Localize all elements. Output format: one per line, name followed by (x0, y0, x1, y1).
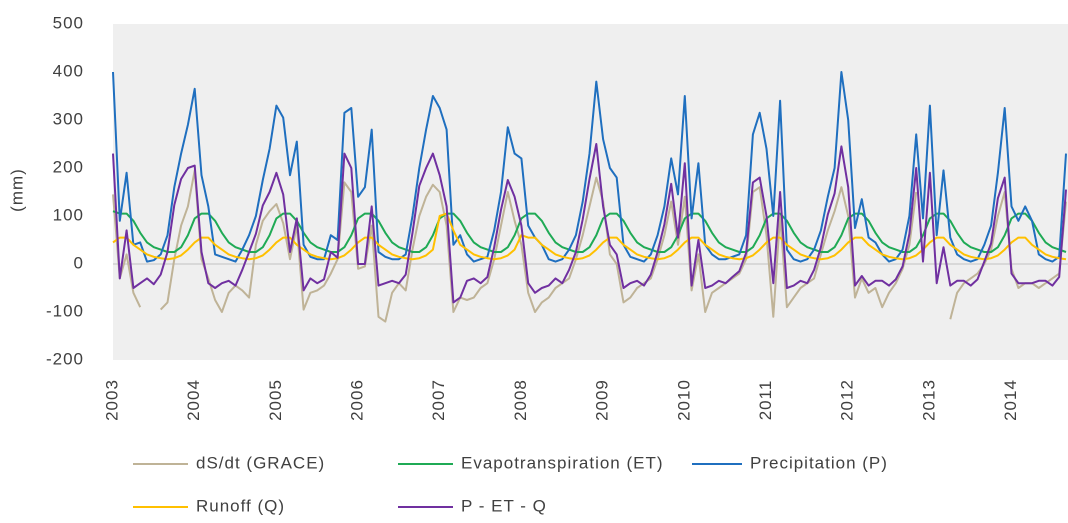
legend-label: Runoff (Q) (196, 496, 285, 515)
legend-label: dS/dt (GRACE) (196, 453, 325, 472)
plot-area (113, 24, 1068, 360)
x-tick-label: 2013 (919, 379, 938, 421)
x-tick-label: 2004 (184, 379, 203, 421)
y-tick-label: 0 (74, 253, 84, 272)
y-tick-label: 400 (53, 61, 84, 80)
x-tick-label: 2006 (348, 379, 367, 421)
x-tick-label: 2003 (102, 379, 121, 421)
x-tick-label: 2014 (1001, 379, 1020, 421)
series-line (112, 71, 1067, 263)
x-tick-label: 2010 (674, 379, 693, 421)
series-line (112, 143, 1067, 304)
x-tick-label: 2012 (838, 379, 857, 421)
y-axis-label: (mm) (7, 168, 26, 212)
y-tick-label: 100 (53, 205, 84, 224)
series-line (112, 212, 1067, 261)
legend-label: Precipitation (P) (750, 453, 888, 472)
x-tick-label: 2007 (429, 379, 448, 421)
legend-label: P - ET - Q (461, 496, 547, 515)
y-tick-label: 300 (53, 109, 84, 128)
series-line (159, 169, 918, 323)
y-tick-label: 500 (53, 13, 84, 32)
x-tick-label: 2011 (756, 380, 775, 421)
y-tick-label: 200 (53, 157, 84, 176)
y-tick-label: -200 (46, 349, 84, 368)
x-tick-label: 2005 (266, 379, 285, 421)
series-line (112, 210, 1067, 253)
x-tick-label: 2008 (511, 379, 530, 421)
y-tick-label: -100 (46, 301, 84, 320)
legend-label: Evapotranspiration (ET) (461, 453, 664, 472)
x-tick-label: 2009 (593, 379, 612, 421)
